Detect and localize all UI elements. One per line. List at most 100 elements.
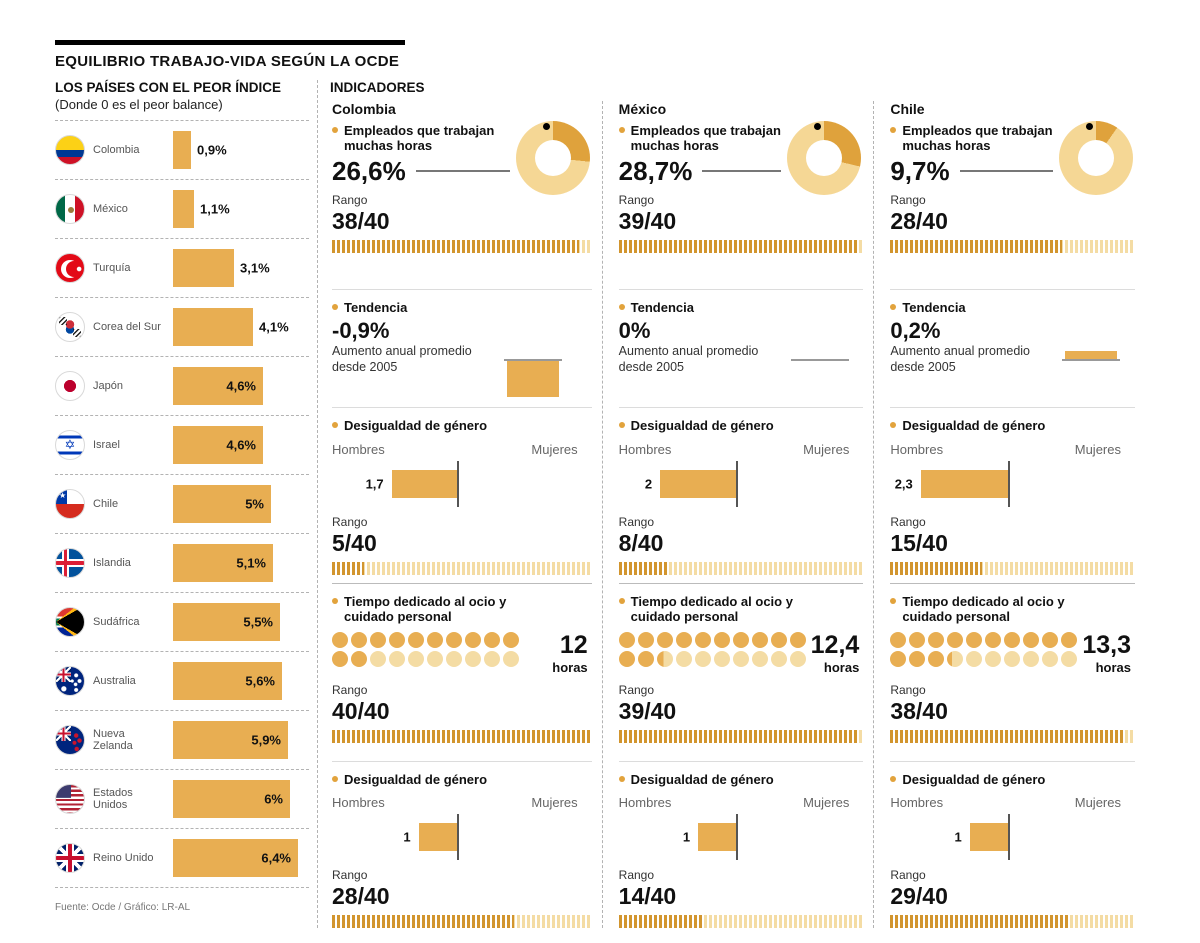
trend-section: Tendencia -0,9% Aumento anual promedio d… (332, 289, 592, 399)
long-hours-value: 28,7% (618, 155, 693, 186)
trend-note: Aumento anual promedio desde 2005 (332, 344, 472, 375)
rank-block: Rango 38/40 (332, 193, 592, 253)
country-row: Estados Unidos 6% (55, 770, 309, 829)
country-row: Colombia 0,9% (55, 121, 309, 180)
rango-value: 28/40 (890, 207, 948, 234)
left-panel-subheading: (Donde 0 es el peor balance) (55, 97, 223, 112)
hour-dot (789, 651, 806, 668)
hours-dots (332, 632, 524, 668)
gender-chart: 1 (332, 813, 592, 860)
country-value: 5,9% (251, 732, 281, 748)
country-bar-area: 1,1% (173, 190, 309, 228)
rank-bar (332, 914, 592, 928)
gender-bar (969, 822, 1008, 851)
country-bar-area: 5,5% (173, 603, 309, 641)
indicators-heading: INDICADORES (330, 80, 425, 95)
country-row: Australia 5,6% (55, 652, 309, 711)
flag-nz-icon (55, 725, 85, 755)
gender-value: 1 (954, 829, 962, 845)
gender-gap-leisure-section: Desigualdad de género Hombres Mujeres 1 … (618, 760, 864, 928)
leisure-value-block: 12 horas (552, 631, 591, 675)
hour-dot (503, 632, 519, 649)
long-hours-section: Empleados que trabajan muchas horas 26,6… (332, 121, 592, 281)
flag-au-icon (55, 666, 85, 696)
trend-note: Aumento anual promedio desde 2005 (618, 344, 759, 375)
hour-dot (465, 651, 481, 668)
gender-gap-leisure-section: Desigualdad de género Hombres Mujeres 1 … (890, 760, 1135, 928)
rank-bar (332, 239, 592, 253)
trend-row: 0,2% Aumento anual promedio desde 2005 (890, 319, 1135, 399)
gender-axis-line (736, 460, 739, 507)
rank-bar-fill (618, 239, 858, 253)
trend-title: Tendencia (344, 300, 408, 315)
trend-baseline (1062, 359, 1121, 362)
mujeres-label: Mujeres (531, 794, 578, 810)
section-header: Tendencia (618, 300, 864, 315)
hour-dot (751, 632, 768, 649)
gender-chart: 2 (619, 460, 864, 507)
rango-value: 8/40 (618, 529, 664, 556)
bullet-icon (332, 775, 338, 782)
bullet-icon (332, 304, 338, 310)
section-header: Desigualdad de género (890, 418, 1135, 433)
section-header: Tiempo dedicado al ocio y cuidado person… (618, 593, 864, 625)
hour-dot (389, 632, 405, 649)
rank-bar (618, 914, 864, 928)
hour-dot (789, 632, 806, 649)
column-country-name: México (618, 101, 667, 117)
section-header: Tiempo dedicado al ocio y cuidado person… (890, 594, 1135, 625)
rango-value: 5/40 (332, 529, 377, 556)
country-bar: 5,6% (173, 662, 282, 700)
trend-title: Tendencia (902, 300, 966, 315)
pointer-line (702, 170, 782, 173)
leisure-title: Tiempo dedicado al ocio y cuidado person… (902, 593, 1065, 624)
hour-dot (1023, 632, 1040, 649)
leisure-value: 12,4 (810, 631, 860, 660)
rank-bar-fill (618, 561, 668, 575)
country-bar: 4,1% (173, 308, 289, 346)
hours-dots (618, 632, 811, 668)
hour-dot (408, 651, 424, 668)
gender-labels: Hombres Mujeres (332, 795, 592, 810)
country-label: Nueva Zelanda (93, 727, 133, 752)
gender-labels: Hombres Mujeres (890, 795, 1135, 810)
hour-dot (370, 632, 386, 649)
hour-dot (770, 651, 787, 668)
hour-dot (694, 632, 711, 649)
hour-dot (332, 651, 348, 668)
hour-dot (713, 632, 730, 649)
country-label: Australia (93, 674, 136, 687)
main-title: EQUILIBRIO TRABAJO-VIDA SEGÚN LA OCDE (55, 53, 400, 70)
trend-section: Tendencia 0% Aumento anual promedio desd… (618, 289, 864, 399)
donut-marker-dot (814, 123, 822, 130)
indicator-column: Chile Empleados que trabajan muchas hora… (873, 101, 1145, 928)
pointer-line (959, 170, 1053, 173)
country-label: Islandia (93, 556, 131, 569)
country-value: 4,1% (259, 319, 289, 335)
flag-gb-icon (55, 843, 85, 873)
country-value: 6% (264, 791, 283, 807)
leisure-section: Tiempo dedicado al ocio y cuidado person… (890, 582, 1135, 753)
hour-dot (408, 632, 424, 649)
rango-value: 39/40 (618, 697, 677, 724)
flag-tr-icon (55, 253, 85, 283)
country-row: Reino Unido 6,4% (55, 829, 309, 888)
hour-dot (637, 632, 654, 649)
gender-gap-leisure-section: Desigualdad de género Hombres Mujeres 1 … (332, 760, 592, 928)
rank-bar-fill (332, 729, 592, 743)
rank-block: Rango 28/40 (332, 868, 592, 928)
hour-dot (656, 632, 673, 649)
country-bar: 1,1% (173, 190, 230, 228)
country-row: Turquía 3,1% (55, 239, 309, 298)
leisure-unit: horas (1095, 659, 1131, 675)
country-value: 5,5% (243, 614, 273, 630)
donut-hole (534, 140, 571, 176)
rank-block: Rango 8/40 (618, 515, 864, 575)
hour-dot (1023, 651, 1040, 668)
leisure-title: Tiempo dedicado al ocio y cuidado person… (630, 593, 793, 624)
country-bar: 5,5% (173, 603, 280, 641)
leisure-value: 12 (559, 631, 588, 660)
gender-axis-line (736, 813, 739, 860)
source-credit: Fuente: Ocde / Gráfico: LR-AL (55, 902, 191, 913)
hombres-label: Hombres (332, 794, 385, 810)
